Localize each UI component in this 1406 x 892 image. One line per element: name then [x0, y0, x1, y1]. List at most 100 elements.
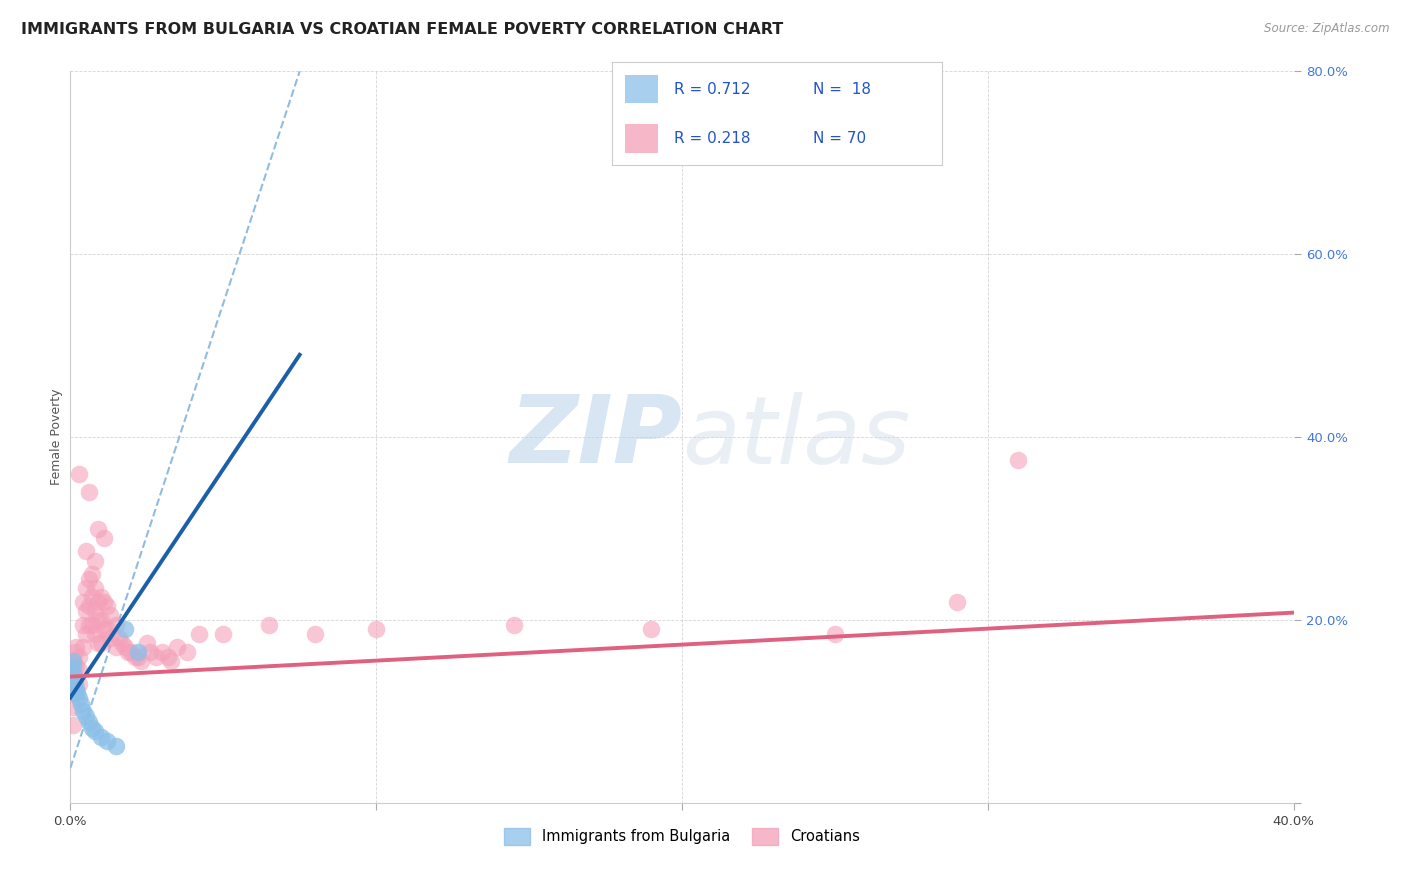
FancyBboxPatch shape [624, 124, 658, 153]
Text: N =  18: N = 18 [813, 81, 872, 96]
Point [90, 613, 112, 627]
Point [139, 645, 162, 659]
Point [72, 617, 94, 632]
Point [62, 660, 84, 674]
Point [145, 649, 167, 664]
Point [75, 544, 97, 558]
Point [212, 626, 235, 640]
Point [160, 654, 183, 668]
Point [1007, 453, 1029, 467]
Point [114, 622, 136, 636]
Point [69, 690, 91, 705]
Point [824, 626, 846, 640]
Point [69, 663, 91, 677]
Point [90, 590, 112, 604]
Point [66, 686, 89, 700]
Point [77, 617, 100, 632]
Point [98, 632, 121, 646]
Point [129, 654, 152, 668]
Point [62, 654, 84, 668]
Text: Source: ZipAtlas.com: Source: ZipAtlas.com [1264, 22, 1389, 36]
Legend: Immigrants from Bulgaria, Croatians: Immigrants from Bulgaria, Croatians [498, 822, 866, 850]
Point [108, 632, 131, 646]
Point [63, 667, 86, 681]
Point [65, 640, 87, 655]
Point [83, 626, 105, 640]
Point [90, 730, 112, 744]
Point [257, 617, 280, 632]
Point [87, 594, 110, 608]
Point [114, 640, 136, 655]
Point [187, 626, 209, 640]
Point [93, 531, 115, 545]
Text: IMMIGRANTS FROM BULGARIA VS CROATIAN FEMALE POVERTY CORRELATION CHART: IMMIGRANTS FROM BULGARIA VS CROATIAN FEM… [21, 22, 783, 37]
Point [72, 705, 94, 719]
Point [96, 733, 118, 747]
Text: ZIP: ZIP [509, 391, 682, 483]
Point [80, 590, 103, 604]
FancyBboxPatch shape [624, 75, 658, 103]
Point [90, 636, 112, 650]
Point [62, 699, 84, 714]
Text: N = 70: N = 70 [813, 131, 866, 146]
Point [105, 640, 128, 655]
Text: R = 0.218: R = 0.218 [675, 131, 751, 146]
Point [124, 649, 146, 664]
Point [63, 645, 86, 659]
Point [65, 681, 87, 696]
Point [83, 604, 105, 618]
Point [69, 649, 91, 664]
Point [60, 667, 83, 681]
Point [87, 613, 110, 627]
Text: atlas: atlas [682, 392, 910, 483]
Point [176, 645, 198, 659]
Point [366, 622, 388, 636]
Point [83, 553, 105, 567]
Point [75, 604, 97, 618]
Point [121, 645, 143, 659]
Point [72, 640, 94, 655]
Point [80, 721, 103, 735]
Point [62, 654, 84, 668]
Point [75, 626, 97, 640]
Point [72, 594, 94, 608]
Point [62, 686, 84, 700]
Point [98, 608, 121, 623]
Point [65, 658, 87, 673]
Point [80, 567, 103, 582]
Point [946, 594, 969, 608]
Point [77, 572, 100, 586]
Y-axis label: Female Poverty: Female Poverty [51, 389, 63, 485]
Point [77, 599, 100, 614]
Point [70, 697, 93, 711]
Point [127, 645, 149, 659]
Point [77, 485, 100, 500]
Point [63, 677, 86, 691]
Point [166, 640, 188, 655]
Point [96, 599, 118, 614]
Point [75, 581, 97, 595]
Point [69, 677, 91, 691]
Point [150, 645, 173, 659]
Point [62, 718, 84, 732]
Point [105, 617, 128, 632]
Point [127, 649, 149, 664]
Point [157, 649, 180, 664]
Point [87, 636, 110, 650]
Point [87, 521, 110, 535]
Point [75, 709, 97, 723]
Text: R = 0.712: R = 0.712 [675, 81, 751, 96]
Point [105, 739, 128, 753]
Point [77, 715, 100, 730]
Point [304, 626, 326, 640]
Point [96, 622, 118, 636]
Point [80, 617, 103, 632]
Point [83, 724, 105, 739]
Point [135, 636, 157, 650]
Point [502, 617, 524, 632]
Point [640, 622, 662, 636]
Point [83, 581, 105, 595]
Point [69, 467, 91, 481]
Point [93, 594, 115, 608]
Point [117, 645, 139, 659]
